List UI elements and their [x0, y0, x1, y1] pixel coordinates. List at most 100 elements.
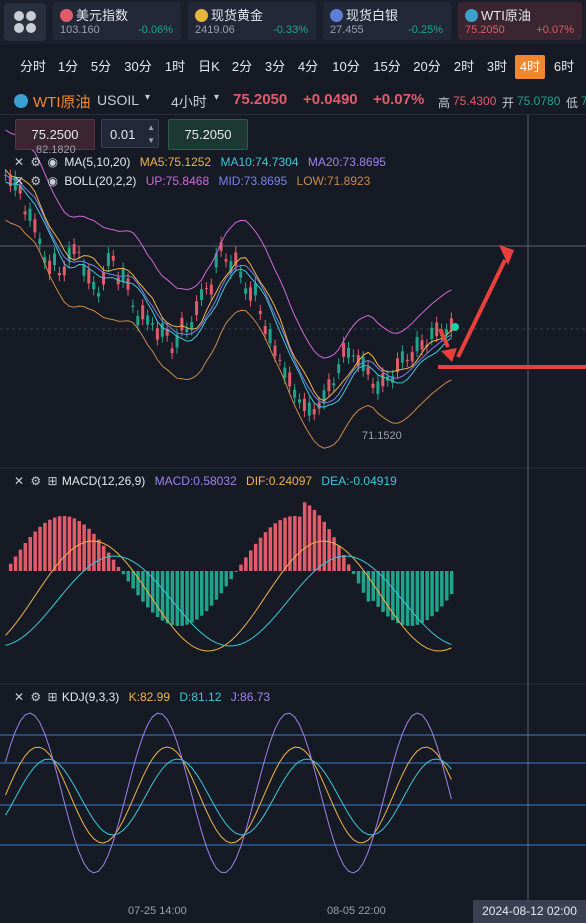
boll-mid-line	[6, 175, 452, 403]
time-label-2: 08-05 22:00	[327, 905, 386, 917]
boll-lower-line	[6, 220, 452, 448]
macd-bar	[200, 571, 204, 616]
candle-body	[249, 287, 252, 300]
tf-1h[interactable]: 1时	[161, 55, 189, 79]
dif-value: DIF:0.24097	[246, 474, 312, 488]
chart-canvas[interactable]	[0, 115, 586, 900]
tf-3m[interactable]: 3分	[261, 55, 289, 79]
high-value: 75.4300	[453, 94, 496, 108]
macd-bar	[425, 571, 429, 620]
ticker-gold[interactable]: 现货黄金 2419.06 -0.33%	[188, 2, 316, 40]
macd-bar	[274, 523, 278, 571]
candle-body	[406, 360, 409, 361]
boll-low-value: LOW:71.8923	[297, 174, 371, 188]
tf-5m[interactable]: 5分	[87, 55, 115, 79]
buy-price-box[interactable]: 75.2050	[168, 119, 248, 150]
k-value: K:82.99	[129, 690, 170, 704]
macd-bar	[87, 529, 91, 571]
crosshair-time-label: 2024-08-12 02:00	[473, 900, 586, 923]
tf-3h[interactable]: 3时	[483, 55, 511, 79]
macd-bar	[195, 571, 199, 620]
candle-body	[308, 402, 311, 415]
candle-body	[33, 219, 36, 232]
settings-kdj-icon[interactable]: ⚙	[30, 690, 41, 704]
tf-6h[interactable]: 6时	[550, 55, 578, 79]
tf-2m[interactable]: 2分	[228, 55, 256, 79]
ticker-dxy[interactable]: 美元指数 103.160 -0.06%	[53, 2, 181, 40]
macd-bar	[136, 571, 140, 595]
macd-bar	[97, 540, 101, 571]
lot-decrease-icon[interactable]: ▼	[147, 126, 155, 155]
period-dropdown-icon[interactable]: ▾	[214, 92, 219, 103]
symbol-dropdown-icon[interactable]: ▾	[145, 92, 150, 103]
expand-kdj-icon[interactable]: ⊞	[48, 690, 58, 704]
candle-body	[63, 267, 66, 276]
visibility-ma-icon[interactable]: ◉	[48, 155, 58, 169]
macd-bar	[117, 567, 121, 571]
tf-4h[interactable]: 4时	[515, 55, 545, 79]
macd-bar	[171, 571, 175, 625]
candle-body	[29, 209, 32, 221]
gold-icon	[195, 9, 208, 22]
macd-bar	[362, 571, 366, 593]
menu-grid-button[interactable]	[4, 3, 46, 41]
macd-bar	[239, 565, 243, 571]
macd-bar	[318, 515, 322, 571]
close-boll-icon[interactable]: ✕	[14, 174, 24, 188]
macd-bar	[396, 571, 400, 623]
expand-macd-icon[interactable]: ⊞	[48, 474, 58, 488]
grid-icon	[4, 3, 46, 41]
tf-4m[interactable]: 4分	[294, 55, 322, 79]
lot-size-input[interactable]: 0.01 ▲ ▼	[101, 119, 159, 148]
ticker-silver[interactable]: 现货白银 27.455 -0.25%	[323, 2, 451, 40]
settings-ma-icon[interactable]: ⚙	[30, 155, 41, 169]
symbol-name[interactable]: WTI原油	[33, 91, 91, 112]
boll-mid-value: MID:73.8695	[218, 174, 287, 188]
macd-bar	[9, 564, 13, 571]
tf-20m[interactable]: 20分	[409, 55, 445, 79]
tf-2h[interactable]: 2时	[450, 55, 478, 79]
tf-tick[interactable]: 分时	[14, 55, 52, 79]
up-arrow-shaft	[458, 260, 505, 357]
macd-bar	[357, 571, 361, 583]
macd-bar	[19, 550, 23, 571]
low-value: 7	[581, 94, 586, 108]
candle-body	[367, 367, 370, 374]
settings-boll-icon[interactable]: ⚙	[30, 174, 41, 188]
candle-body	[190, 322, 193, 329]
macd-bar	[445, 571, 449, 601]
macd-bar	[38, 527, 42, 571]
close-macd-icon[interactable]: ✕	[14, 474, 24, 488]
tf-1m[interactable]: 1分	[55, 55, 81, 79]
period-selector[interactable]: 4小时	[171, 92, 207, 112]
candle-body	[122, 268, 125, 282]
macd-bar	[53, 518, 57, 571]
tf-15m[interactable]: 15分	[369, 55, 405, 79]
candle-body	[269, 329, 272, 343]
tf-30m[interactable]: 30分	[120, 55, 156, 79]
symbol-code[interactable]: USOIL	[97, 92, 139, 108]
macd-bar	[122, 571, 126, 574]
macd-bar	[24, 543, 28, 571]
boll-legend: ✕ ⚙ ◉ BOLL(20,2,2) UP:75.8468 MID:73.869…	[14, 174, 370, 188]
tf-day[interactable]: 日K	[195, 55, 223, 79]
macd-bar	[421, 571, 425, 623]
close-kdj-icon[interactable]: ✕	[14, 690, 24, 704]
macd-bar	[308, 506, 312, 571]
ma5-line	[6, 170, 452, 401]
ticker-wti[interactable]: WTI原油 75.2050 +0.07%	[458, 2, 582, 40]
macd-bar	[283, 518, 287, 571]
macd-bar	[82, 524, 86, 571]
candle-body	[435, 323, 438, 337]
visibility-boll-icon[interactable]: ◉	[48, 174, 58, 188]
ma20-value: MA20:73.8695	[308, 155, 386, 169]
macd-bar	[264, 532, 268, 571]
settings-macd-icon[interactable]: ⚙	[30, 474, 41, 488]
macd-bar	[450, 571, 454, 594]
current-price: 75.2050	[233, 91, 287, 108]
tf-10m[interactable]: 10分	[328, 55, 364, 79]
up-arrow-head	[499, 245, 514, 265]
close-ma-icon[interactable]: ✕	[14, 155, 24, 169]
candle-body	[24, 211, 27, 214]
candle-body	[97, 293, 100, 297]
